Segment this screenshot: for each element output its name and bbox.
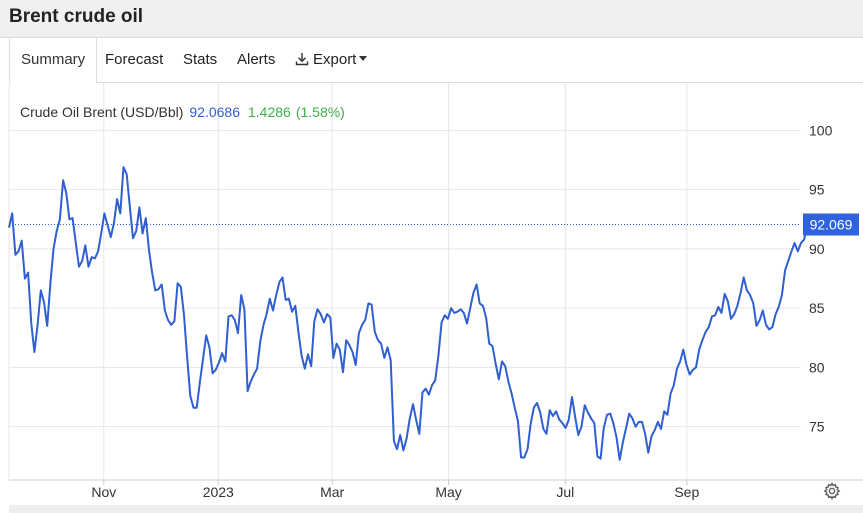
legend-series-name: Crude Oil Brent (USD/Bbl)	[20, 104, 183, 120]
chevron-down-icon	[359, 56, 368, 61]
tab-forecast[interactable]: Forecast	[105, 38, 163, 82]
legend-change: 1.4286	[248, 104, 291, 120]
export-button[interactable]: Export	[295, 38, 368, 82]
x-tick-label: May	[435, 484, 461, 500]
tab-summary[interactable]: Summary	[9, 38, 98, 83]
y-tick-label: 85	[809, 300, 825, 316]
tab-bar: Summary Forecast Stats Alerts Export	[9, 38, 863, 83]
x-tick-label: 2023	[203, 484, 234, 500]
tab-alerts[interactable]: Alerts	[237, 38, 275, 82]
series-line-brent	[8, 166, 809, 461]
tab-stats[interactable]: Stats	[183, 38, 217, 82]
legend: Crude Oil Brent (USD/Bbl) 92.0686 1.4286 (1…	[20, 104, 345, 120]
legend-value: 92.0686	[189, 104, 240, 120]
x-axis: Nov 2023 Mar May Jul Sep	[91, 480, 699, 500]
header-bar: Brent crude oil	[0, 0, 863, 38]
grid-horizontal	[9, 129, 801, 428]
y-tick-label: 95	[809, 182, 825, 198]
page-title: Brent crude oil	[9, 6, 144, 27]
scroll-strip	[9, 505, 863, 513]
chart-area: 75 80 85 90 95 100 Nov 2023 Mar May Jul Sep 92.069…	[0, 83, 863, 513]
legend-change-pct: (1.58%)	[296, 104, 345, 120]
y-tick-label: 80	[809, 359, 825, 375]
last-price-tag: 92.069	[803, 213, 859, 236]
y-tick-label: 90	[809, 241, 825, 257]
tab-alerts-label: Alerts	[237, 51, 276, 68]
x-tick-label: Sep	[674, 484, 699, 500]
tab-stats-label: Stats	[183, 51, 218, 68]
price-chart[interactable]: 75 80 85 90 95 100 Nov 2023 Mar May Jul Sep 92.069…	[0, 83, 863, 513]
export-label: Export	[313, 51, 357, 68]
y-axis: 75 80 85 90 95 100	[809, 122, 833, 434]
last-price-tag-label: 92.069	[810, 216, 853, 232]
x-tick-label: Nov	[91, 484, 116, 500]
grid-vertical	[103, 83, 688, 480]
tab-forecast-label: Forecast	[105, 51, 164, 68]
x-tick-label: Mar	[320, 484, 344, 500]
y-tick-label: 100	[809, 122, 833, 138]
tab-summary-label: Summary	[21, 51, 86, 68]
gear-icon[interactable]	[823, 482, 841, 500]
download-icon	[295, 52, 309, 66]
x-tick-label: Jul	[556, 484, 574, 500]
last-price-tag-bg	[803, 213, 859, 236]
y-tick-label: 75	[809, 419, 825, 435]
